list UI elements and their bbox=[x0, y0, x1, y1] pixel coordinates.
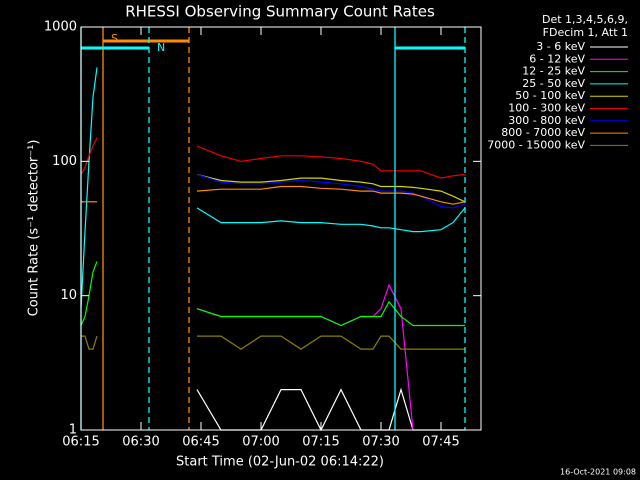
series-line bbox=[196, 173, 466, 209]
y-tick-label: 10 bbox=[60, 288, 77, 303]
x-tick-label: 06:45 bbox=[182, 435, 219, 450]
x-tick-label: 07:30 bbox=[362, 435, 399, 450]
series-line bbox=[197, 335, 465, 350]
legend-label: 100 - 300 keV bbox=[508, 102, 585, 115]
series-line bbox=[196, 387, 465, 432]
series-line bbox=[196, 145, 466, 179]
footer: 16-Oct-2021 09:08 bbox=[560, 468, 636, 477]
x-tick-label: 06:30 bbox=[122, 435, 159, 450]
series-line bbox=[196, 173, 466, 203]
y-tick-label: 1000 bbox=[44, 20, 77, 35]
x-tick-label: 07:15 bbox=[302, 435, 339, 450]
legend-label: 6 - 12 keV bbox=[529, 52, 585, 65]
legend-label: 7000 - 15000 keV bbox=[487, 138, 585, 151]
legend-header: Det 1,3,4,5,6,9, bbox=[542, 13, 628, 26]
legend-label: 12 - 25 keV bbox=[522, 65, 585, 78]
series-line bbox=[81, 335, 98, 350]
legend-label: 3 - 6 keV bbox=[536, 40, 585, 53]
x-tick-label: 06:15 bbox=[62, 435, 99, 450]
flag-label: N bbox=[157, 41, 165, 54]
series-line bbox=[196, 300, 465, 327]
series-line bbox=[196, 185, 466, 205]
flag-label: S bbox=[111, 32, 118, 45]
series-line bbox=[196, 207, 466, 233]
legend-header: FDecim 1, Att 1 bbox=[543, 26, 628, 39]
legend-label: 800 - 7000 keV bbox=[501, 126, 585, 139]
series-line bbox=[196, 283, 414, 431]
series-line bbox=[80, 137, 98, 175]
legend-label: 300 - 800 keV bbox=[508, 114, 585, 127]
legend-label: 50 - 100 keV bbox=[515, 89, 585, 102]
y-axis-label: Count Rate (s⁻¹ detector⁻¹) bbox=[27, 140, 42, 317]
chart-title: RHESSI Observing Summary Count Rates bbox=[125, 3, 435, 21]
plot-frame bbox=[80, 26, 482, 431]
legend-label: 25 - 50 keV bbox=[522, 77, 585, 90]
series-line bbox=[80, 67, 98, 309]
x-tick-label: 07:45 bbox=[422, 435, 459, 450]
y-tick-label: 1 bbox=[69, 423, 77, 438]
x-axis-label: Start Time (02-Jun-02 06:14:22) bbox=[176, 455, 384, 470]
x-tick-label: 07:00 bbox=[242, 435, 279, 450]
y-tick-label: 100 bbox=[52, 154, 77, 169]
